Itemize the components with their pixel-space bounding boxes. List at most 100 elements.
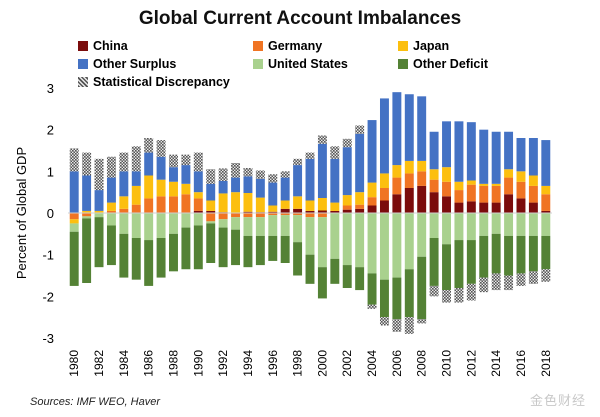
bar-united-states-1981: [82, 216, 92, 219]
bar-statistical-discrepancy-1990: [193, 152, 203, 172]
bar-china-2013: [479, 202, 489, 213]
bar-united-states-1996: [268, 215, 278, 236]
bar-germany-1993: [231, 213, 241, 218]
bar-other-deficit-2005: [379, 279, 389, 318]
bar-germany-1995: [255, 213, 265, 218]
bar-other-deficit-1996: [268, 235, 278, 261]
bar-other-surplus-2007: [404, 94, 414, 161]
bar-japan-1984: [119, 196, 129, 209]
bar-statistical-discrepancy-1981: [82, 152, 92, 176]
bar-other-deficit-1994: [243, 235, 253, 268]
bar-japan-2003: [355, 192, 365, 205]
bar-united-states-1989: [181, 213, 191, 228]
bar-statistical-discrepancy-1986: [144, 138, 154, 153]
bar-other-surplus-2015: [504, 131, 514, 170]
bar-china-2009: [429, 192, 439, 213]
bar-other-deficit-1991: [206, 223, 216, 263]
bar-united-states-2003: [355, 213, 365, 268]
bar-united-states-1998: [293, 215, 303, 243]
legend-swatch: [78, 77, 88, 87]
bar-united-states-1985: [131, 213, 141, 238]
bar-japan-1989: [181, 183, 191, 195]
bar-other-deficit-2001: [330, 258, 340, 284]
bar-united-states-2000: [317, 217, 327, 268]
bar-united-states-2004: [367, 213, 377, 274]
bar-germany-1985: [131, 204, 141, 213]
bar-statistical-discrepancy-1992: [218, 168, 228, 181]
bar-japan-1987: [156, 179, 166, 197]
legend-swatch: [253, 59, 263, 69]
bar-other-deficit-2003: [355, 267, 365, 291]
bar-united-states-2001: [330, 213, 340, 259]
bar-japan-2006: [392, 165, 402, 178]
bar-statistical-discrepancy-2006: [392, 319, 402, 332]
legend-item: Statistical Discrepancy: [78, 75, 230, 89]
x-tick-label: 2010: [440, 350, 454, 377]
bar-united-states-1995: [255, 217, 265, 236]
bar-other-deficit-1986: [144, 240, 154, 286]
bar-japan-2007: [404, 160, 414, 174]
bar-other-deficit-2016: [516, 235, 526, 274]
bar-other-surplus-2008: [417, 96, 427, 161]
bar-other-surplus-2004: [367, 120, 377, 183]
chart-legend: China Germany Japan Other Surplus United Sta…: [78, 39, 598, 91]
bar-germany-1997: [280, 213, 290, 216]
bar-china-1999: [305, 210, 315, 213]
bar-germany-2000: [317, 213, 327, 218]
bar-germany-2009: [429, 179, 439, 193]
bar-japan-2010: [442, 167, 451, 182]
bar-statistical-discrepancy-1983: [106, 156, 116, 178]
bar-statistical-discrepancy-2001: [330, 146, 340, 159]
bar-japan-1988: [169, 181, 178, 197]
bar-japan-2009: [429, 169, 439, 180]
bar-other-deficit-1989: [181, 227, 191, 270]
bar-japan-2000: [317, 198, 327, 211]
bar-statistical-discrepancy-1998: [293, 158, 303, 166]
bar-japan-2002: [342, 195, 352, 206]
x-tick-label: 1990: [191, 350, 205, 377]
y-tick-label: 1: [47, 164, 54, 179]
bar-statistical-discrepancy-1989: [181, 154, 191, 166]
bar-germany-1999: [305, 213, 315, 218]
bar-other-surplus-1982: [94, 190, 104, 211]
bar-other-surplus-1992: [218, 180, 228, 194]
bar-germany-2002: [342, 205, 352, 210]
bar-japan-2015: [504, 169, 514, 178]
y-tick-label: -1: [42, 248, 54, 263]
x-tick-label: 2018: [539, 350, 553, 377]
legend-item: Germany: [253, 39, 322, 53]
bar-other-deficit-2007: [404, 269, 414, 318]
bar-statistical-discrepancy-2015: [504, 275, 514, 291]
bar-china-1997: [280, 208, 290, 213]
bar-other-surplus-1981: [82, 175, 92, 211]
bar-other-deficit-2006: [392, 277, 402, 320]
bar-statistical-discrepancy-2010: [442, 290, 451, 303]
bar-statistical-discrepancy-1991: [206, 169, 216, 184]
legend-item: China: [78, 39, 128, 53]
legend-item: Japan: [398, 39, 449, 53]
bar-germany-2007: [404, 173, 414, 188]
bar-united-states-1980: [69, 223, 79, 232]
bar-united-states-2015: [504, 213, 514, 236]
bar-statistical-discrepancy-1985: [131, 146, 141, 172]
bar-japan-2001: [330, 202, 340, 211]
bar-germany-2011: [454, 190, 464, 203]
legend-label: Statistical Discrepancy: [93, 75, 230, 89]
legend-label: United States: [268, 57, 348, 71]
bar-germany-1992: [218, 213, 228, 220]
bar-other-surplus-2006: [392, 92, 402, 166]
bar-germany-1987: [156, 196, 166, 213]
x-tick-label: 2000: [315, 350, 329, 377]
bar-other-deficit-1992: [218, 227, 228, 268]
bar-united-states-1997: [280, 215, 290, 236]
bar-other-surplus-1980: [69, 171, 79, 213]
bar-statistical-discrepancy-2017: [528, 271, 538, 284]
bar-other-surplus-1999: [305, 158, 315, 201]
bar-other-deficit-1982: [94, 217, 104, 268]
bar-united-states-1983: [106, 213, 116, 226]
bar-japan-1995: [255, 197, 265, 213]
bar-germany-1996: [268, 213, 278, 216]
bar-united-states-2017: [528, 213, 538, 236]
bar-other-surplus-1990: [193, 171, 203, 193]
bar-other-surplus-1983: [106, 177, 116, 203]
